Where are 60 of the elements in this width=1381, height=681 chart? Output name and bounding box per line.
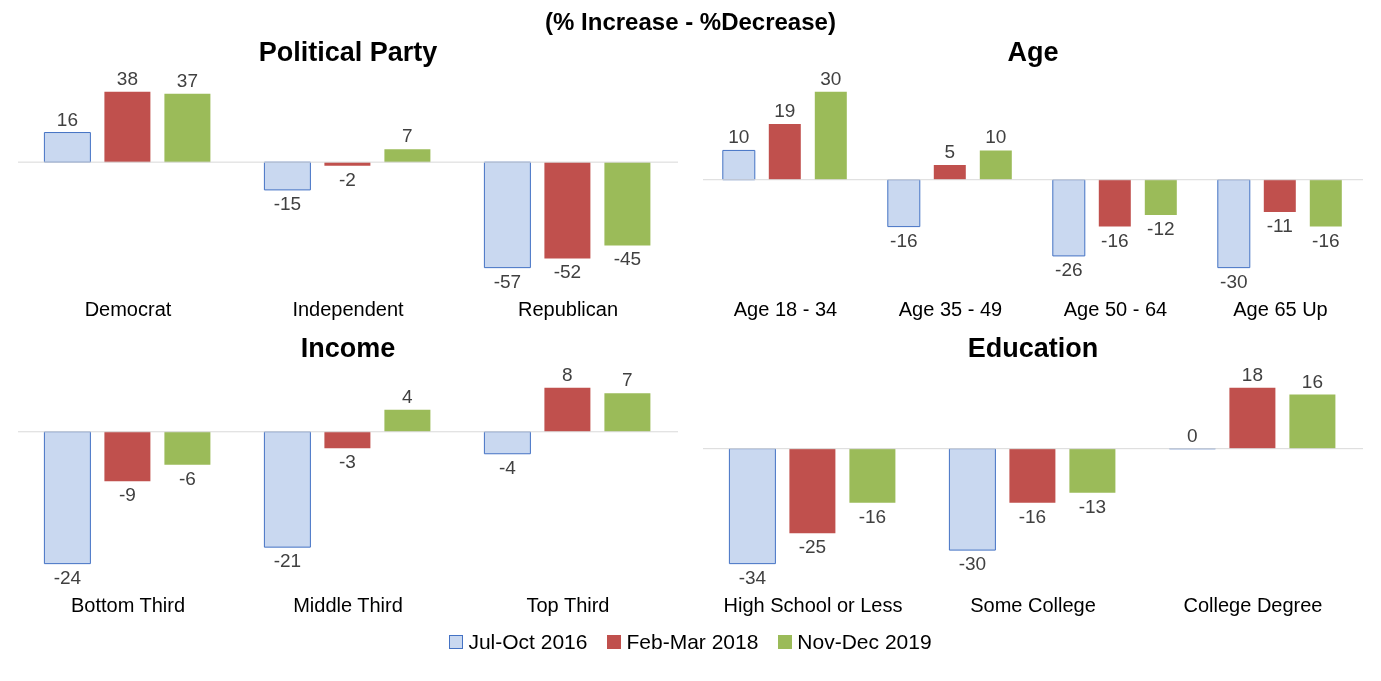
data-label: 10 — [985, 126, 1007, 148]
x-tick-label: Age 50 - 64 — [1063, 298, 1168, 321]
x-tick-label: Middle Third — [293, 594, 403, 617]
data-label: -25 — [798, 536, 827, 558]
data-label: 37 — [176, 69, 198, 91]
data-label: -9 — [118, 484, 136, 506]
data-label: -6 — [178, 467, 196, 489]
data-label: -34 — [738, 566, 767, 588]
data-label: -12 — [1147, 217, 1175, 239]
data-label: 16 — [56, 108, 78, 130]
data-label: 19 — [774, 100, 796, 122]
data-label: -3 — [338, 451, 356, 473]
data-label: -30 — [958, 553, 987, 575]
data-label: -57 — [493, 270, 522, 292]
x-tick-label: Age 65 Up — [1233, 298, 1328, 321]
data-label: -16 — [890, 229, 918, 251]
text: (% Increase - %Decrease) — [545, 8, 836, 35]
data-label: -24 — [53, 566, 82, 588]
data-label: 7 — [402, 125, 413, 147]
x-tick-label: Bottom Third — [70, 594, 186, 617]
data-label: -30 — [1220, 270, 1248, 292]
data-label: 7 — [622, 369, 633, 391]
data-label: -2 — [338, 168, 356, 190]
data-label: -21 — [273, 550, 302, 572]
x-tick-label: Top Third — [526, 594, 610, 617]
data-label: -16 — [1312, 229, 1340, 251]
chart-title: Education — [966, 332, 1100, 364]
x-tick-label: Age 18 - 34 — [733, 298, 838, 321]
data-label: -15 — [273, 192, 302, 214]
x-tick-label: High School or Less — [723, 594, 903, 617]
data-label: -11 — [1266, 214, 1293, 236]
data-label: 10 — [728, 126, 750, 148]
data-label: -16 — [858, 505, 887, 527]
data-label: 16 — [1301, 370, 1323, 392]
legend-label: Feb-Mar 2018 — [625, 630, 759, 654]
data-label: 38 — [116, 67, 138, 89]
chart-title: Age — [1006, 36, 1060, 68]
data-label: -16 — [1018, 505, 1047, 527]
data-label: 8 — [562, 363, 573, 385]
data-label: -16 — [1101, 229, 1129, 251]
x-tick-label: College Degree — [1183, 594, 1323, 617]
legend-label: Jul-Oct 2016 — [467, 630, 588, 654]
data-label: 18 — [1241, 363, 1263, 385]
chart-title: Income — [299, 332, 397, 364]
x-tick-label: Age 35 - 49 — [898, 298, 1003, 321]
legend-label: Nov-Dec 2019 — [796, 630, 932, 654]
data-label: -26 — [1055, 258, 1083, 280]
data-label: -13 — [1078, 495, 1107, 517]
data-label: -45 — [613, 248, 642, 270]
data-label: 5 — [944, 141, 956, 163]
chart-title: Political Party — [257, 36, 439, 68]
data-label: 30 — [820, 67, 842, 89]
x-tick-label: Independent — [292, 298, 405, 321]
data-label: -52 — [553, 261, 582, 283]
x-tick-label: Some College — [970, 594, 1096, 617]
x-tick-label: Republican — [517, 298, 619, 321]
x-tick-label: Democrat — [84, 298, 172, 321]
data-label: -4 — [498, 456, 517, 478]
data-label: 0 — [1187, 424, 1198, 446]
data-label: 4 — [402, 385, 414, 407]
